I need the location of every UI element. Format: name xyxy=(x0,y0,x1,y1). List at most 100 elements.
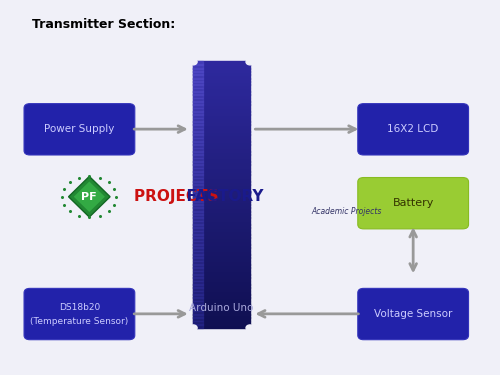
Bar xyxy=(193,91,203,95)
Bar xyxy=(193,108,250,112)
Bar xyxy=(193,221,250,225)
Circle shape xyxy=(189,59,197,65)
Text: Transmitter Section:: Transmitter Section: xyxy=(32,18,176,30)
Bar xyxy=(193,300,203,304)
Circle shape xyxy=(246,325,254,331)
Bar xyxy=(193,234,203,238)
Bar xyxy=(193,114,250,118)
Bar xyxy=(193,177,203,182)
Bar xyxy=(193,267,250,272)
Bar xyxy=(193,277,250,281)
Bar xyxy=(193,227,250,231)
Bar xyxy=(193,271,250,275)
Bar xyxy=(193,174,203,178)
Bar xyxy=(193,274,250,278)
Bar xyxy=(193,304,203,308)
Bar xyxy=(193,138,250,142)
Bar xyxy=(193,254,250,258)
Bar xyxy=(193,294,203,298)
Text: Power Supply: Power Supply xyxy=(44,124,114,134)
Bar xyxy=(193,188,203,192)
Bar xyxy=(193,118,203,122)
Bar xyxy=(193,84,203,88)
Text: Voltage Sensor: Voltage Sensor xyxy=(374,309,452,319)
Bar xyxy=(193,248,250,251)
Bar xyxy=(193,71,250,75)
Bar xyxy=(193,280,203,285)
Bar xyxy=(193,217,250,222)
Bar xyxy=(193,310,250,315)
Bar xyxy=(193,207,250,212)
Polygon shape xyxy=(68,176,110,217)
Bar xyxy=(193,291,203,295)
Bar xyxy=(193,261,203,265)
Bar xyxy=(193,184,250,188)
Bar xyxy=(193,241,250,245)
Bar xyxy=(193,321,203,325)
FancyBboxPatch shape xyxy=(358,177,469,229)
Bar xyxy=(193,68,203,72)
Bar xyxy=(193,237,250,242)
Bar xyxy=(193,300,250,304)
Bar xyxy=(193,184,203,188)
Bar xyxy=(193,221,203,225)
Bar xyxy=(193,314,250,318)
Bar xyxy=(193,94,250,99)
FancyBboxPatch shape xyxy=(358,104,469,155)
Bar xyxy=(193,158,203,162)
Bar xyxy=(193,261,250,265)
Bar xyxy=(193,118,250,122)
Bar xyxy=(193,257,250,261)
Bar xyxy=(193,307,203,311)
Bar xyxy=(193,88,203,92)
Bar xyxy=(193,101,203,105)
Bar xyxy=(193,91,250,95)
Bar xyxy=(193,134,203,138)
Bar xyxy=(193,128,250,132)
Bar xyxy=(193,164,203,168)
FancyBboxPatch shape xyxy=(24,288,135,340)
Bar xyxy=(193,114,203,118)
Bar xyxy=(193,207,203,212)
Bar xyxy=(193,244,203,248)
Bar xyxy=(193,144,250,148)
Bar xyxy=(193,287,250,291)
Bar xyxy=(193,141,250,145)
Bar xyxy=(193,98,203,102)
FancyBboxPatch shape xyxy=(358,288,469,340)
Bar xyxy=(193,201,250,205)
Bar xyxy=(193,141,203,145)
FancyBboxPatch shape xyxy=(24,104,135,155)
Bar xyxy=(193,271,203,275)
Bar xyxy=(193,134,250,138)
Bar xyxy=(193,234,250,238)
Bar xyxy=(193,251,250,255)
Bar xyxy=(193,201,203,205)
Bar xyxy=(193,267,203,272)
Bar xyxy=(193,111,250,115)
Bar xyxy=(193,88,250,92)
Text: PF: PF xyxy=(82,192,97,202)
Bar xyxy=(193,287,203,291)
Bar xyxy=(193,217,203,222)
Bar xyxy=(193,177,250,182)
Bar xyxy=(193,274,203,278)
Bar xyxy=(193,291,250,295)
Bar xyxy=(193,254,203,258)
Bar xyxy=(193,111,203,115)
Bar xyxy=(193,231,250,235)
Bar xyxy=(193,75,250,78)
Bar xyxy=(193,148,250,152)
Circle shape xyxy=(246,59,254,65)
Bar xyxy=(193,138,203,142)
Bar xyxy=(193,211,250,215)
Bar xyxy=(193,75,203,78)
Bar xyxy=(193,317,203,321)
Bar xyxy=(193,104,203,108)
Bar xyxy=(193,121,203,125)
Bar xyxy=(193,124,203,128)
Bar xyxy=(193,317,250,321)
Bar xyxy=(193,64,203,69)
Bar xyxy=(193,284,203,288)
Bar xyxy=(193,161,203,165)
